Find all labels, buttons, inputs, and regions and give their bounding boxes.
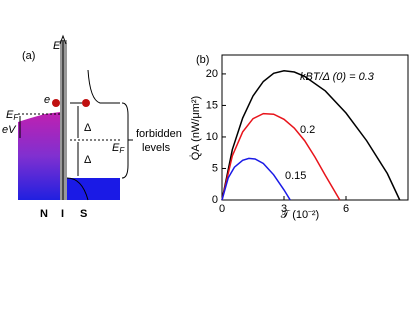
label: Δ [84, 122, 92, 134]
n-band [18, 112, 60, 200]
x-tick-label: 0 [219, 203, 225, 215]
plot-frame [221, 54, 409, 201]
label: S [80, 208, 87, 220]
label: F [119, 146, 125, 155]
electron [52, 99, 60, 107]
y-tick-label: 20 [206, 68, 218, 80]
arrow-head [59, 34, 67, 45]
x-tick-label: 3 [281, 203, 287, 215]
label: forbidden [136, 128, 182, 140]
label: I [61, 208, 64, 220]
y-tick-label: 10 [206, 131, 218, 143]
panel-label: (b) [196, 54, 209, 66]
data-line [221, 69, 401, 201]
x-tick-label: 6 [343, 203, 349, 215]
y-tick-label: 15 [206, 99, 218, 111]
diagram: (a) E e EF eV Δ Δ EF forbidden levels N … [2, 34, 182, 220]
data-line [221, 112, 341, 201]
label: Δ [84, 154, 92, 166]
electron [82, 99, 90, 107]
bracket [121, 102, 133, 179]
annotation: kBT/Δ (0) = 0.3 [300, 71, 375, 83]
s-upper-curve [87, 69, 120, 104]
y-tick-label: 5 [212, 162, 218, 174]
label: e [44, 94, 50, 106]
axis-label: E [53, 40, 61, 52]
label: E [6, 109, 14, 121]
y-axis-label: Q̇A (nW/μm²) [189, 96, 202, 160]
label: N [40, 208, 48, 220]
label: eV [2, 124, 17, 136]
data-line [221, 157, 291, 201]
x-axis-label: 𝒯 (10⁻²) [281, 209, 319, 221]
s-lower-band [70, 178, 120, 200]
label: E [112, 142, 120, 154]
panel-label: (a) [22, 50, 35, 62]
label: EF [112, 142, 125, 155]
label: levels [142, 142, 171, 154]
s-lower-curve [66, 177, 89, 201]
y-tick-label: 0 [212, 194, 218, 206]
annotation: 0.15 [285, 170, 306, 182]
label: EF [6, 109, 19, 122]
annotation: 0.2 [300, 124, 315, 136]
label: F [13, 113, 19, 122]
